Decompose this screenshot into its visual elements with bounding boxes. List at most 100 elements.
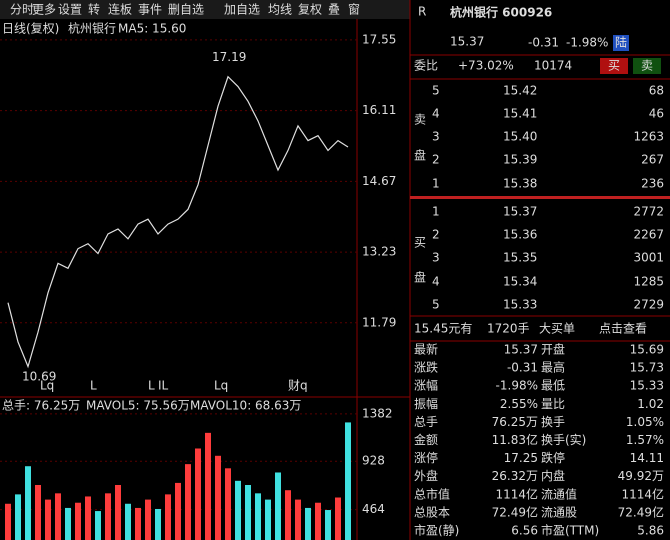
toolbar-button[interactable]: 更多	[32, 3, 56, 17]
volume-bar	[335, 497, 341, 540]
stat-value: 15.69	[630, 343, 664, 357]
period: 日线(复权)	[2, 22, 59, 36]
side-label: 买	[414, 236, 426, 250]
stat-label: 流通值	[541, 486, 577, 501]
big-order: 15.45元有	[414, 322, 472, 336]
volume-bar	[95, 511, 101, 540]
level: 1	[432, 177, 440, 191]
volume: 267	[641, 153, 664, 167]
wb-pct: +73.02%	[458, 59, 514, 73]
volume-bar	[175, 482, 181, 540]
low-label: 10.69	[22, 369, 56, 383]
wb-diff: 10174	[534, 59, 572, 73]
ma5: MA5: 15.60	[118, 22, 186, 36]
stat-value: -0.31	[507, 361, 538, 375]
volume-bar	[105, 493, 111, 540]
toolbar-button[interactable]: 窗	[348, 3, 360, 17]
stat-value: 1.57%	[626, 433, 664, 447]
y-tick-label: 17.55	[362, 32, 396, 46]
volume-bar	[325, 510, 331, 540]
stat-value: -1.98%	[496, 379, 538, 393]
volume-bar	[25, 466, 31, 540]
toolbar-button[interactable]: 叠	[328, 3, 340, 17]
buy-btn[interactable]	[600, 58, 628, 74]
volume-bar	[275, 472, 281, 540]
price: 15.40	[503, 130, 537, 144]
stat-value: 26.32万	[492, 469, 538, 483]
stat-value: 1.05%	[626, 415, 664, 429]
stat-label: 最低	[541, 379, 565, 393]
sell-btn[interactable]	[633, 58, 661, 74]
sell[interactable]: 卖	[641, 59, 653, 73]
buy[interactable]: 买	[608, 59, 620, 73]
stat-value: 49.92万	[618, 469, 664, 483]
volume-bar	[215, 455, 221, 540]
volume-bar	[315, 502, 321, 540]
volume: 2772	[633, 205, 664, 219]
side-label: 盘	[414, 270, 426, 285]
stat-value: 1.02	[637, 397, 664, 411]
toolbar-button[interactable]: 连板	[108, 2, 132, 17]
price: 15.38	[503, 177, 537, 191]
level: 3	[432, 130, 440, 144]
volume-bar	[85, 496, 91, 540]
y-tick-label: 11.79	[362, 315, 396, 329]
stat-label: 总手	[414, 415, 438, 429]
toolbar-button[interactable]: 均线	[268, 3, 292, 17]
stat-label: 涨跌	[414, 360, 438, 375]
volume-bar	[155, 508, 161, 540]
volume-bar	[195, 448, 201, 540]
volume-bar	[255, 493, 261, 540]
stat-value: 11.83亿	[492, 432, 538, 447]
stat-label: 总股本	[414, 505, 450, 519]
volume-bar	[115, 484, 121, 540]
stock-name: 杭州银行	[68, 21, 116, 36]
volume: 3001	[633, 251, 664, 265]
toolbar-button[interactable]: 复权	[298, 3, 322, 17]
stat-label: 量比	[541, 397, 565, 411]
volume-summary: 总手: 76.25万	[2, 399, 80, 413]
volume-bar	[305, 507, 311, 540]
volume-bar	[285, 490, 291, 540]
price: 15.37	[503, 205, 537, 219]
toolbar-button[interactable]: 设置	[58, 3, 82, 17]
book-divider	[410, 196, 670, 199]
level: 2	[432, 153, 440, 167]
toolbar-button[interactable]: 加自选	[224, 3, 260, 17]
volume-bar	[75, 502, 81, 540]
y-tick-label: 1382	[362, 406, 393, 420]
side-label: 卖	[414, 113, 426, 127]
stat-label: 最高	[541, 360, 565, 375]
volume-bar	[5, 503, 11, 540]
change: -0.31	[528, 36, 559, 50]
stat-label: 金额	[414, 432, 438, 447]
big-order[interactable]: 点击查看	[599, 322, 647, 336]
stat-label: 跌停	[541, 450, 565, 465]
toolbar-button[interactable]: 删自选	[168, 3, 204, 17]
event-marker: Lq	[40, 379, 54, 393]
volume-bar	[55, 493, 61, 540]
price: 15.37	[450, 35, 484, 49]
volume-bar	[235, 480, 241, 540]
stat-label: 开盘	[541, 342, 565, 357]
toolbar-button[interactable]: 分时	[10, 3, 34, 17]
side-label: 盘	[414, 148, 426, 163]
y-tick-label: 928	[362, 454, 385, 468]
level: 4	[432, 275, 440, 289]
stat-label: 外盘	[414, 468, 438, 483]
event-marker: L	[148, 379, 155, 393]
toolbar-button[interactable]: 事件	[138, 3, 162, 17]
volume-bar	[45, 499, 51, 540]
toolbar-button[interactable]: 转	[88, 2, 100, 17]
level: 3	[432, 251, 440, 265]
stat-label: 涨停	[414, 450, 438, 465]
level: 4	[432, 107, 440, 121]
stat-label: 总市值	[414, 486, 450, 501]
tag-box	[613, 35, 629, 51]
y-tick-label: 464	[362, 502, 385, 516]
volume-bar	[225, 468, 231, 540]
stat-label: 涨幅	[414, 378, 438, 393]
title: 杭州银行 600926	[450, 5, 552, 20]
volume-bar	[185, 464, 191, 540]
